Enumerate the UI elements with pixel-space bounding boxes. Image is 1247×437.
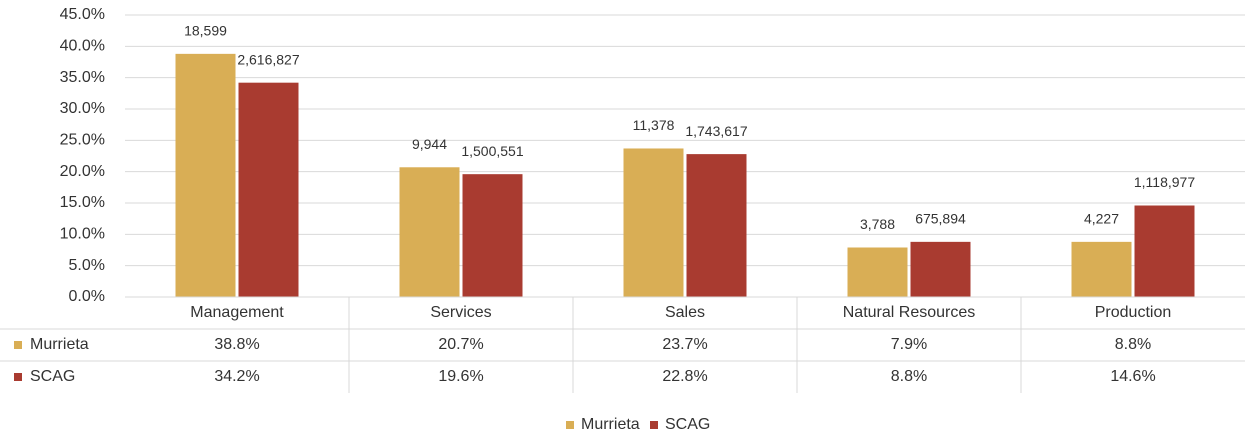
y-tick-label: 25.0% (60, 132, 105, 149)
x-tick-label: Natural Resources (843, 304, 976, 321)
y-tick-label: 10.0% (60, 226, 105, 243)
data-label: 18,599 (184, 23, 227, 39)
table-cell: 22.8% (662, 368, 707, 385)
y-tick-label: 40.0% (60, 38, 105, 55)
legend-key (650, 421, 658, 429)
bar (910, 241, 971, 297)
table-cell: 14.6% (1110, 368, 1155, 385)
table-cell: 8.8% (1115, 336, 1151, 353)
table-series-name: SCAG (30, 368, 75, 385)
table-cell: 38.8% (214, 336, 259, 353)
table-legend-key (14, 341, 22, 349)
data-label: 3,788 (860, 216, 895, 232)
table-series-name: Murrieta (30, 336, 89, 353)
legend-key (566, 421, 574, 429)
data-label: 2,616,827 (237, 51, 299, 67)
bar (1134, 205, 1195, 297)
table-cell: 20.7% (438, 336, 483, 353)
bar (1071, 241, 1132, 297)
bar (686, 154, 747, 297)
x-tick-label: Services (430, 304, 491, 321)
data-label: 1,743,617 (685, 123, 747, 139)
y-tick-label: 20.0% (60, 163, 105, 180)
data-label: 9,944 (412, 136, 447, 152)
y-tick-label: 5.0% (69, 257, 105, 274)
y-tick-label: 30.0% (60, 100, 105, 117)
table-cell: 7.9% (891, 336, 927, 353)
table-legend-key (14, 373, 22, 381)
x-tick-label: Management (190, 304, 284, 321)
data-label: 675,894 (915, 211, 966, 227)
data-label: 4,227 (1084, 211, 1119, 227)
bar (238, 82, 299, 298)
bar (623, 148, 684, 297)
bar (399, 167, 460, 297)
data-label: 11,378 (633, 117, 675, 133)
table-cell: 19.6% (438, 368, 483, 385)
y-tick-label: 45.0% (60, 6, 105, 23)
y-tick-label: 35.0% (60, 69, 105, 86)
table-cell: 34.2% (214, 368, 259, 385)
bar (462, 174, 523, 297)
data-label: 1,118,977 (1134, 174, 1195, 190)
y-tick-label: 0.0% (69, 288, 105, 305)
bar (847, 247, 908, 297)
legend-label: Murrieta (581, 416, 640, 433)
bar (175, 53, 236, 297)
y-tick-label: 15.0% (60, 194, 105, 211)
table-cell: 23.7% (662, 336, 707, 353)
x-tick-label: Production (1095, 304, 1172, 321)
legend-label: SCAG (665, 416, 710, 433)
table-cell: 8.8% (891, 368, 927, 385)
data-label: 1,500,551 (461, 143, 523, 159)
x-tick-label: Sales (665, 304, 705, 321)
